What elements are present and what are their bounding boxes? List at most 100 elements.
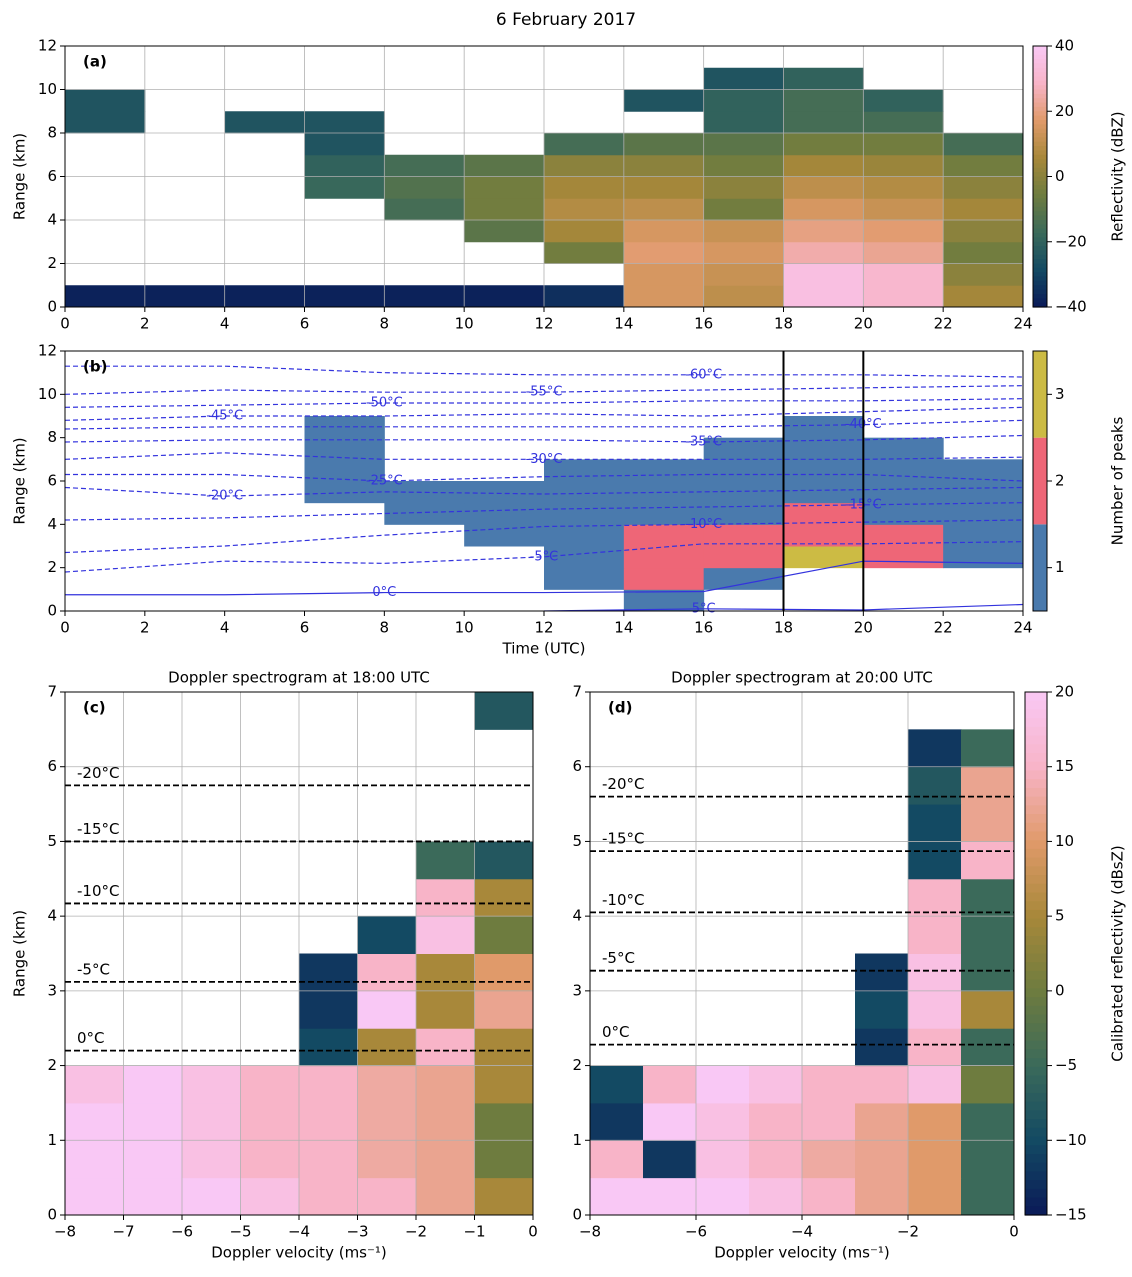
colorbar-step — [1033, 119, 1047, 125]
heat-cell — [123, 1177, 183, 1215]
colorbar-step — [1025, 1145, 1047, 1155]
heat-cell — [863, 437, 944, 460]
panel-title: Doppler spectrogram at 18:00 UTC — [168, 669, 430, 687]
heat-cell — [749, 1065, 803, 1104]
colorbar-step — [1033, 206, 1047, 212]
heat-cell — [943, 459, 1023, 482]
heat-cell — [961, 804, 1014, 842]
y-tick-label: 7 — [47, 683, 57, 701]
heat-cell — [908, 841, 962, 880]
x-tick-label: −4 — [791, 1223, 813, 1241]
colorbar-step — [1025, 770, 1047, 780]
heat-cell — [544, 524, 625, 547]
colorbar-step — [1025, 988, 1047, 998]
colorbar-step — [1025, 1162, 1047, 1173]
heat-cell — [783, 154, 864, 177]
heat-cell — [863, 176, 944, 199]
heat-cell — [299, 1028, 358, 1067]
heat-cell — [908, 1102, 962, 1141]
y-tick-label: 5 — [47, 832, 57, 850]
heat-cell — [182, 1177, 241, 1215]
colorbar-step — [1033, 124, 1047, 130]
x-tick-label: −5 — [229, 1223, 251, 1241]
colorbar-step — [1033, 211, 1047, 217]
heat-cell — [643, 1102, 697, 1141]
y-tick-label: 6 — [47, 167, 57, 185]
y-tick-label: 8 — [47, 428, 57, 446]
heat-cell — [943, 524, 1023, 547]
heat-cell — [590, 1102, 644, 1141]
heat-cell — [749, 1177, 803, 1215]
colorbar-step — [1033, 189, 1047, 195]
heat-cell — [464, 481, 545, 504]
heat-cell — [357, 1028, 417, 1067]
heat-cell — [474, 990, 533, 1029]
colorbar-step — [1033, 237, 1047, 243]
x-tick-label: 2 — [140, 315, 150, 333]
heat-cell — [749, 1102, 803, 1141]
heat-cell — [416, 1028, 475, 1067]
heat-cell — [703, 133, 784, 156]
heat-cell — [623, 198, 705, 221]
heat-cell — [703, 241, 784, 264]
y-tick-label: 6 — [572, 757, 582, 775]
heat-cell — [943, 220, 1023, 243]
colorbar-step — [1033, 111, 1047, 117]
heat-cell — [623, 481, 705, 504]
heat-cell — [943, 154, 1023, 177]
contour-label: -10°C — [685, 517, 722, 532]
heat-cell — [855, 1177, 909, 1215]
heat-cell — [802, 1140, 856, 1179]
heat-cell — [544, 567, 625, 590]
colorbar-step — [1025, 831, 1047, 841]
heat-cell — [703, 67, 784, 90]
isotherm-label: -20°C — [77, 764, 119, 782]
heat-cell — [783, 481, 864, 504]
heat-cell — [961, 916, 1014, 954]
heat-cell — [943, 481, 1023, 504]
colorbar-step — [1033, 50, 1047, 56]
heat-cell — [474, 1177, 533, 1215]
plot-area — [590, 729, 1014, 1215]
heat-cell — [416, 1177, 475, 1215]
y-axis-label: Range (km) — [11, 437, 29, 524]
colorbar-step — [1025, 875, 1047, 885]
x-tick-label: −3 — [346, 1223, 368, 1241]
colorbar-step — [1025, 1040, 1047, 1050]
y-tick-label: 5 — [572, 832, 582, 850]
heat-cell — [623, 154, 705, 177]
x-tick-label: −4 — [288, 1223, 310, 1241]
colorbar-step — [1025, 927, 1047, 937]
colorbar-step — [1033, 220, 1047, 225]
y-tick-label: 2 — [47, 254, 57, 272]
heat-cell — [384, 176, 465, 199]
heat-cell — [908, 878, 962, 917]
heat-cell — [643, 1065, 697, 1104]
heat-cell — [474, 878, 533, 917]
y-tick-label: 0 — [47, 1206, 57, 1224]
colorbar-step — [1025, 1031, 1047, 1042]
y-tick-label: 10 — [38, 80, 57, 98]
heat-cell — [961, 766, 1014, 805]
y-tick-label: 2 — [47, 1056, 57, 1074]
colorbar-step — [1033, 280, 1047, 286]
colorbar-step — [1025, 901, 1047, 911]
colorbar-step — [1025, 1110, 1047, 1120]
heat-cell — [224, 285, 305, 307]
heat-cell — [783, 198, 864, 221]
colorbar-tick-label: 20 — [1055, 102, 1074, 120]
heat-cell — [749, 1140, 803, 1179]
colorbar-step — [1033, 150, 1047, 156]
plot-frame — [589, 691, 1015, 1216]
heat-cell — [474, 953, 533, 992]
heat-cell — [943, 546, 1023, 569]
colorbar-step — [1025, 1023, 1047, 1033]
x-tick-label: 16 — [694, 619, 713, 637]
colorbar-step — [1033, 146, 1047, 151]
colorbar-step — [1033, 137, 1047, 143]
heat-cell — [304, 176, 385, 199]
heat-cell — [357, 1140, 417, 1179]
heat-cell — [643, 1140, 697, 1179]
colorbar-step — [1025, 1005, 1047, 1016]
